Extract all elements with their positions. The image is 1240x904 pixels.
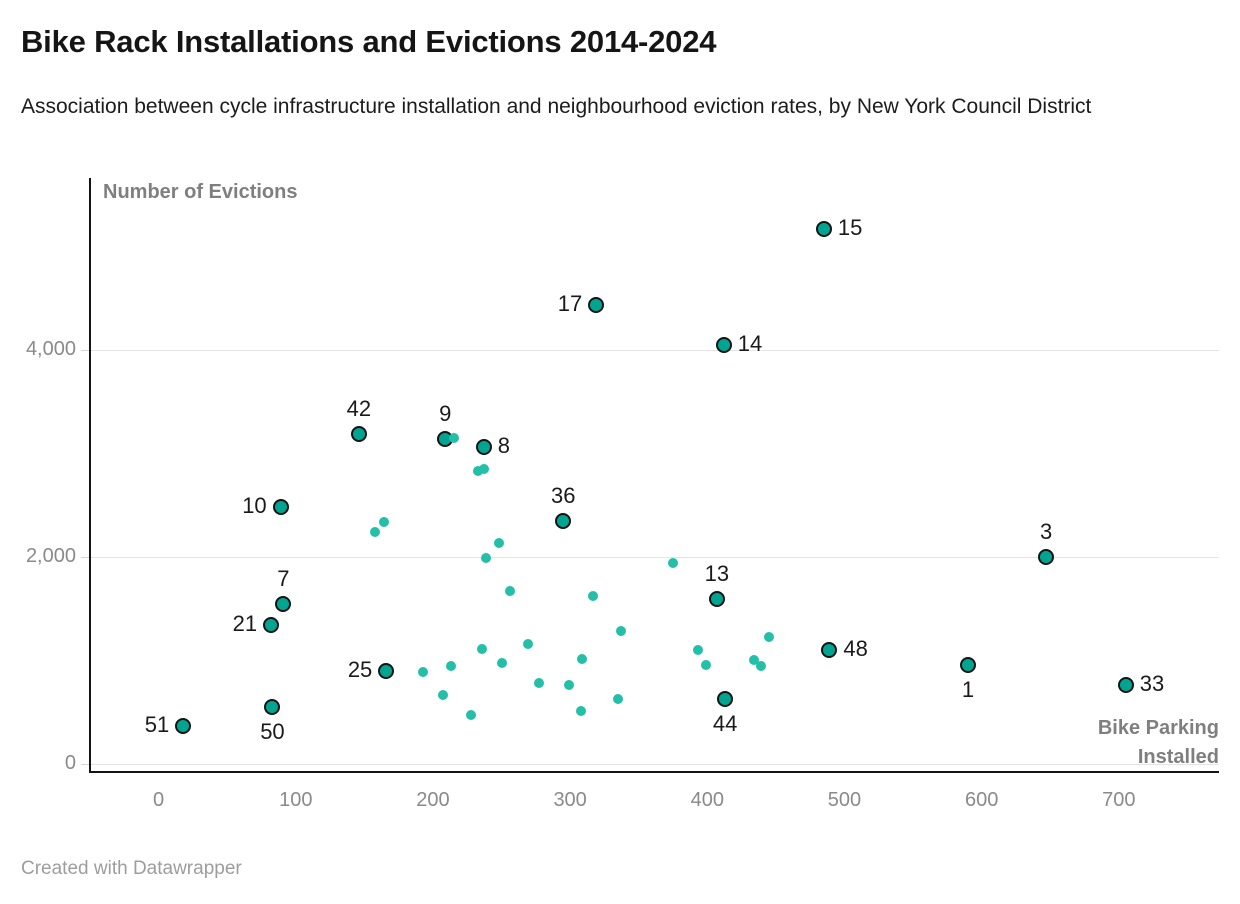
data-point-label: 33	[1139, 671, 1165, 697]
x-tick-label: 600	[964, 789, 999, 811]
data-point[interactable]	[445, 660, 456, 671]
data-point[interactable]	[448, 432, 459, 443]
x-tick-label: 400	[690, 789, 724, 811]
data-point-label: 14	[737, 330, 763, 356]
x-tick-label: 300	[553, 789, 587, 811]
data-point-label: 13	[704, 561, 730, 587]
data-point-district-1[interactable]	[959, 656, 976, 673]
data-point-district-36[interactable]	[555, 512, 572, 529]
y-tick-mark	[81, 556, 89, 558]
data-point-label: 10	[242, 493, 267, 519]
y-tick-mark	[81, 764, 89, 765]
y-axis-line	[89, 178, 91, 773]
data-point-district-8[interactable]	[475, 439, 492, 456]
data-point[interactable]	[481, 552, 492, 563]
data-point[interactable]	[692, 645, 703, 656]
data-point-district-48[interactable]	[821, 642, 838, 659]
data-point[interactable]	[466, 710, 477, 721]
data-point-district-17[interactable]	[588, 297, 605, 314]
data-point-label: 50	[260, 719, 285, 745]
data-point[interactable]	[576, 706, 587, 717]
data-point[interactable]	[764, 631, 775, 642]
data-point-label: 36	[551, 482, 576, 508]
x-axis-title: Bike Parking Installed	[1097, 717, 1219, 768]
chart-subtitle: Association between cycle infrastructure…	[21, 95, 1092, 118]
data-point[interactable]	[370, 527, 381, 538]
data-point-district-15[interactable]	[815, 220, 832, 237]
data-point-district-50[interactable]	[264, 699, 281, 716]
data-point[interactable]	[418, 666, 429, 677]
data-point-label: 42	[346, 395, 372, 421]
y-gridline	[90, 764, 1219, 765]
data-point[interactable]	[437, 689, 448, 700]
data-point-district-33[interactable]	[1117, 677, 1134, 694]
data-point-district-44[interactable]	[717, 690, 734, 707]
y-tick-label: 0	[64, 752, 76, 774]
x-axis-line	[89, 771, 1219, 773]
data-point-label: 17	[557, 291, 583, 317]
footer-credit: Created with Datawrapper	[21, 858, 242, 879]
chart-title: Bike Rack Installations and Evictions 20…	[21, 24, 717, 59]
data-point-label: 1	[961, 676, 975, 702]
data-point[interactable]	[378, 516, 389, 527]
data-point[interactable]	[613, 693, 624, 704]
data-point[interactable]	[477, 644, 488, 655]
data-point-label: 9	[439, 400, 452, 426]
x-tick-label: 700	[1102, 789, 1136, 811]
x-tick-label: 500	[827, 789, 862, 811]
data-point-label: 25	[347, 656, 373, 682]
data-point[interactable]	[496, 657, 507, 668]
data-point[interactable]	[533, 678, 544, 689]
y-tick-mark	[81, 349, 89, 351]
y-tick-label: 4,000	[25, 337, 76, 360]
data-point-district-7[interactable]	[275, 595, 292, 612]
data-point-district-21[interactable]	[263, 617, 280, 634]
y-tick-label: 2,000	[25, 544, 76, 567]
data-point-label: 21	[232, 611, 258, 637]
data-point-label: 15	[837, 214, 863, 240]
data-point[interactable]	[748, 655, 759, 666]
data-point[interactable]	[493, 538, 504, 549]
data-point[interactable]	[577, 654, 588, 665]
data-point[interactable]	[563, 680, 574, 691]
data-point-label: 7	[277, 565, 290, 591]
data-point-label: 3	[1040, 518, 1053, 544]
data-point-district-13[interactable]	[708, 591, 725, 608]
data-point[interactable]	[504, 586, 515, 597]
data-point[interactable]	[700, 659, 711, 670]
data-point-label: 48	[843, 636, 868, 662]
data-point[interactable]	[755, 660, 766, 671]
data-point[interactable]	[478, 463, 489, 474]
data-point-district-51[interactable]	[175, 717, 192, 734]
y-gridline	[90, 556, 1219, 558]
data-point-district-14[interactable]	[715, 336, 732, 353]
data-point-label: 51	[144, 711, 170, 737]
x-tick-label: 0	[153, 789, 165, 811]
data-point-district-10[interactable]	[272, 499, 289, 516]
data-point-district-42[interactable]	[350, 425, 367, 442]
x-tick-label: 200	[416, 789, 450, 811]
data-point[interactable]	[473, 466, 484, 476]
y-axis-title: Number of Evictions	[103, 181, 298, 203]
data-point-label: 8	[497, 433, 510, 459]
data-point-label: 44	[712, 710, 738, 736]
data-point[interactable]	[615, 626, 626, 637]
y-gridline	[90, 349, 1219, 351]
data-point[interactable]	[522, 638, 533, 649]
x-tick-label: 100	[279, 789, 313, 811]
data-point[interactable]	[668, 558, 679, 569]
data-point-district-25[interactable]	[378, 662, 395, 679]
data-point-district-3[interactable]	[1038, 548, 1055, 565]
data-point[interactable]	[588, 591, 599, 602]
